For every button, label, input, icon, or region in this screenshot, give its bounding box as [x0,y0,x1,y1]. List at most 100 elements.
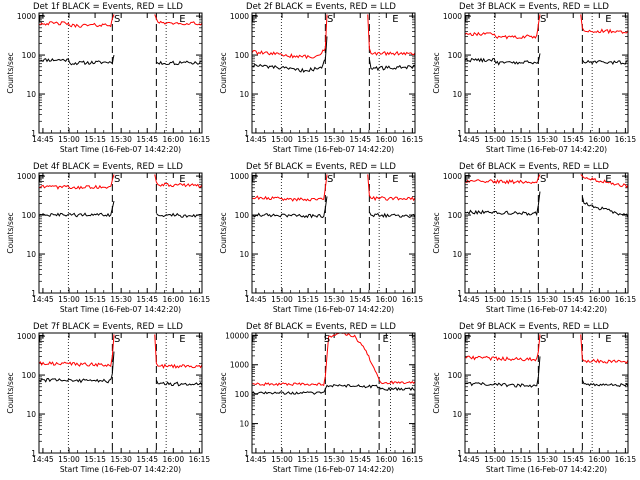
x-tick-label: 16:00 [162,135,184,144]
plot-frame [464,12,629,134]
x-tick-label: 15:30 [536,135,558,144]
event-marker-S: S [114,334,120,345]
panel-det-3: Det 3f BLACK = Events, RED = LLD Counts/s… [432,2,636,154]
series-line-lld [154,334,202,369]
series-line-events [465,356,541,388]
x-tick-label: 14:45 [32,455,54,464]
series-line-events [39,200,115,218]
series-line-events [368,211,415,219]
x-tick-label: 14:45 [458,135,480,144]
x-axis-label: Start Time (16-Feb-07 14:42:20) [486,465,607,474]
panel-title: Det 7f BLACK = Events, RED = LLD [33,322,183,332]
series-line-lld [154,174,202,188]
x-tick-label: 15:15 [84,455,106,464]
event-marker-S: S [324,334,330,345]
event-marker-E: E [251,14,257,25]
y-tick-label: 1 [31,289,36,298]
y-axis-label: Counts/sec [432,212,441,253]
x-tick-label: 15:00 [271,455,293,464]
x-tick-label: 15:30 [536,455,558,464]
x-tick-label: 14:45 [458,295,480,304]
panel-det-8: Det 8f BLACK = Events, RED = LLD Counts/s… [219,322,423,474]
x-tick-label: 15:45 [349,135,371,144]
panel-det-6: Det 6f BLACK = Events, RED = LLD Counts/s… [432,162,636,314]
event-marker-E: E [179,14,185,25]
y-tick-label: 1000 [17,12,36,21]
y-tick-label: 10 [239,420,249,429]
x-tick-label: 16:15 [189,295,211,304]
series-line-lld [580,14,628,35]
x-tick-label: 15:15 [510,135,532,144]
x-tick-label: 15:30 [323,135,345,144]
y-tick-label: 10 [239,250,249,259]
panel-title: Det 4f BLACK = Events, RED = LLD [33,162,183,172]
series-line-events [252,383,415,395]
event-marker-E: E [464,14,470,25]
event-marker-E: E [251,174,257,185]
y-axis-label: Counts/sec [219,372,228,413]
y-tick-label: 1 [457,449,462,458]
x-axis-label: Start Time (16-Feb-07 14:42:20) [273,465,394,474]
plot-frame [38,12,203,134]
panel-title: Det 6f BLACK = Events, RED = LLD [459,162,609,172]
series-line-lld [39,334,115,368]
y-axis-label: Counts/sec [6,52,15,93]
x-tick-label: 14:45 [32,135,54,144]
series-line-lld [367,14,415,57]
series-line-events [465,53,541,66]
y-tick-label: 100 [235,211,250,220]
x-axis-label: Start Time (16-Feb-07 14:42:20) [273,145,394,154]
y-axis-label: Counts/sec [6,372,15,413]
series-line-lld [39,14,115,28]
plot-frame [464,332,629,454]
series-line-events [252,36,328,73]
y-tick-label: 1 [457,289,462,298]
x-tick-label: 15:45 [562,295,584,304]
y-tick-label: 1 [31,449,36,458]
x-tick-label: 15:00 [58,135,80,144]
series-line-events [39,54,115,66]
event-marker-E: E [392,174,398,185]
y-tick-label: 1 [244,449,249,458]
series-line-lld [465,334,541,362]
x-tick-label: 16:15 [615,455,637,464]
x-tick-label: 15:00 [58,455,80,464]
event-marker-S: S [327,174,333,185]
x-tick-label: 15:30 [323,295,345,304]
series-line-lld [252,14,328,60]
event-marker-E: E [179,334,185,345]
y-tick-label: 1000 [230,172,249,181]
y-tick-label: 10000 [225,331,249,340]
x-tick-label: 15:15 [297,455,319,464]
y-axis-label: Counts/sec [219,52,228,93]
series-line-events [156,212,202,218]
y-tick-label: 10 [26,250,36,259]
panel-title: Det 9f BLACK = Events, RED = LLD [459,322,609,332]
y-tick-label: 10 [26,410,36,419]
y-axis-label: Counts/sec [432,372,441,413]
panel-title: Det 8f BLACK = Events, RED = LLD [246,322,396,332]
y-tick-label: 1 [244,129,249,138]
y-tick-label: 10 [452,250,462,259]
panel-title: Det 5f BLACK = Events, RED = LLD [246,162,396,172]
y-tick-label: 100 [22,51,37,60]
series-line-events [465,191,541,217]
event-marker-E: E [605,334,611,345]
series-line-lld [465,174,541,185]
x-tick-label: 16:15 [402,135,424,144]
x-tick-label: 16:15 [189,455,211,464]
x-tick-label: 15:30 [110,455,132,464]
y-tick-label: 10 [239,90,249,99]
x-axis-label: Start Time (16-Feb-07 14:42:20) [60,305,181,314]
x-tick-label: 15:15 [297,135,319,144]
y-axis-label: Counts/sec [6,212,15,253]
series-line-lld [252,333,415,387]
x-tick-label: 15:30 [110,135,132,144]
series-line-events [155,379,202,387]
x-tick-label: 14:45 [245,455,267,464]
x-tick-label: 15:00 [271,295,293,304]
event-marker-S: S [327,14,333,25]
x-tick-label: 14:45 [245,295,267,304]
panel-det-5: Det 5f BLACK = Events, RED = LLD Counts/s… [219,162,423,314]
